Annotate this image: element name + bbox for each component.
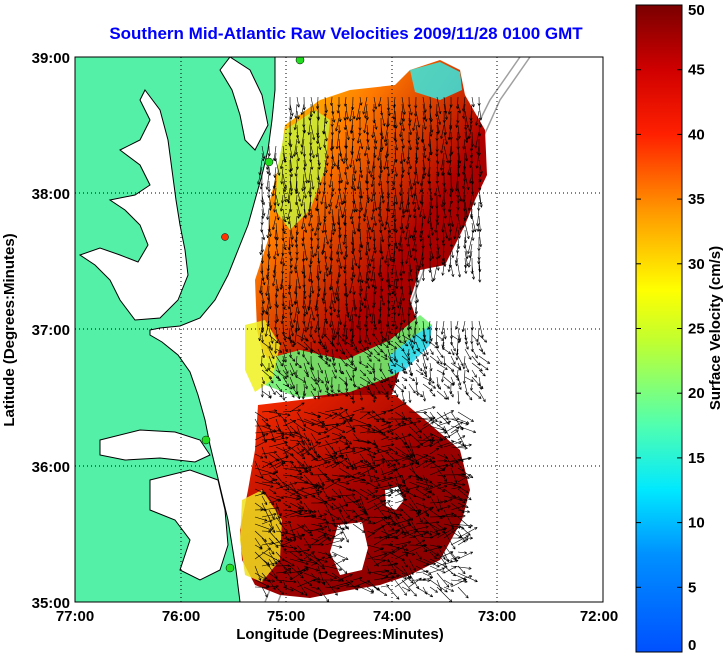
radar-site-marker [225, 563, 235, 573]
y-axis-label: Latitude (Degrees:Minutes) [1, 233, 18, 426]
map-plot-area [75, 57, 603, 602]
colorbar-tick-label: 15 [688, 450, 705, 467]
colorbar-tick-label: 30 [688, 256, 705, 273]
y-tick-label: 35:00 [32, 595, 70, 612]
x-tick-label: 75:00 [267, 608, 305, 625]
y-tick-label: 36:00 [32, 459, 70, 476]
radar-site-marker [264, 157, 274, 167]
velocity-arrow-set [254, 96, 491, 602]
colorbar-ticks: 0 5 10 15 20 25 30 35 40 45 50 [636, 2, 705, 654]
colorbar-tick-label: 20 [688, 385, 705, 402]
colorbar-tick-label: 50 [688, 2, 705, 19]
x-tick-label: 72:00 [580, 608, 618, 625]
colorbar-label: Surface Velocity (cm/s) [707, 246, 724, 410]
plot-frame [74, 56, 604, 603]
land-mass [75, 57, 276, 602]
velocity-field-mid-cyan [390, 325, 432, 375]
colorbar-tick-label: 45 [688, 62, 705, 79]
colorbar: 0 5 10 15 20 25 30 35 40 45 50 Surface Velocity (c… [635, 2, 724, 654]
y-tick-label: 37:00 [32, 322, 70, 339]
colorbar-tick-label: 25 [688, 321, 705, 338]
colorbar-tick-label: 5 [688, 579, 696, 596]
current-vectors [254, 96, 491, 602]
colorbar-tick-label: 10 [688, 515, 705, 532]
albemarle-sound [99, 429, 211, 463]
x-tick-label: 77:00 [56, 608, 94, 625]
y-tick-label: 39:00 [32, 50, 70, 67]
radar-site-marker-alert [221, 233, 229, 241]
data-gap [330, 522, 368, 575]
delaware-bay [219, 57, 269, 151]
x-tick-label: 76:00 [162, 608, 200, 625]
y-tick-label: 38:00 [32, 186, 70, 203]
chesapeake-bay [78, 89, 189, 321]
x-axis-label: Longitude (Degrees:Minutes) [236, 626, 444, 643]
grid-lines [75, 57, 603, 602]
x-tick-label: 73:00 [478, 608, 516, 625]
y-tick-labels: 35:00 36:00 37:00 38:00 39:00 [32, 50, 70, 612]
velocity-field-mid-band [262, 315, 432, 398]
colorbar-tick-label: 0 [688, 637, 696, 654]
pamlico-sound [149, 469, 229, 581]
velocity-field-north-cyan [410, 62, 462, 100]
colorbar-tick-label: 35 [688, 191, 705, 208]
radar-site-marker [201, 435, 211, 445]
x-tick-labels: 77:00 76:00 75:00 74:00 73:00 72:00 [56, 608, 618, 625]
colorbar-tick-label: 40 [688, 126, 705, 143]
plot-title: Southern Mid-Atlantic Raw Velocities 200… [109, 24, 583, 43]
x-tick-label: 74:00 [373, 608, 411, 625]
colorbar-gradient [635, 4, 683, 653]
radar-site-marker [295, 57, 305, 65]
velocity-field-south-yellow [240, 490, 282, 582]
